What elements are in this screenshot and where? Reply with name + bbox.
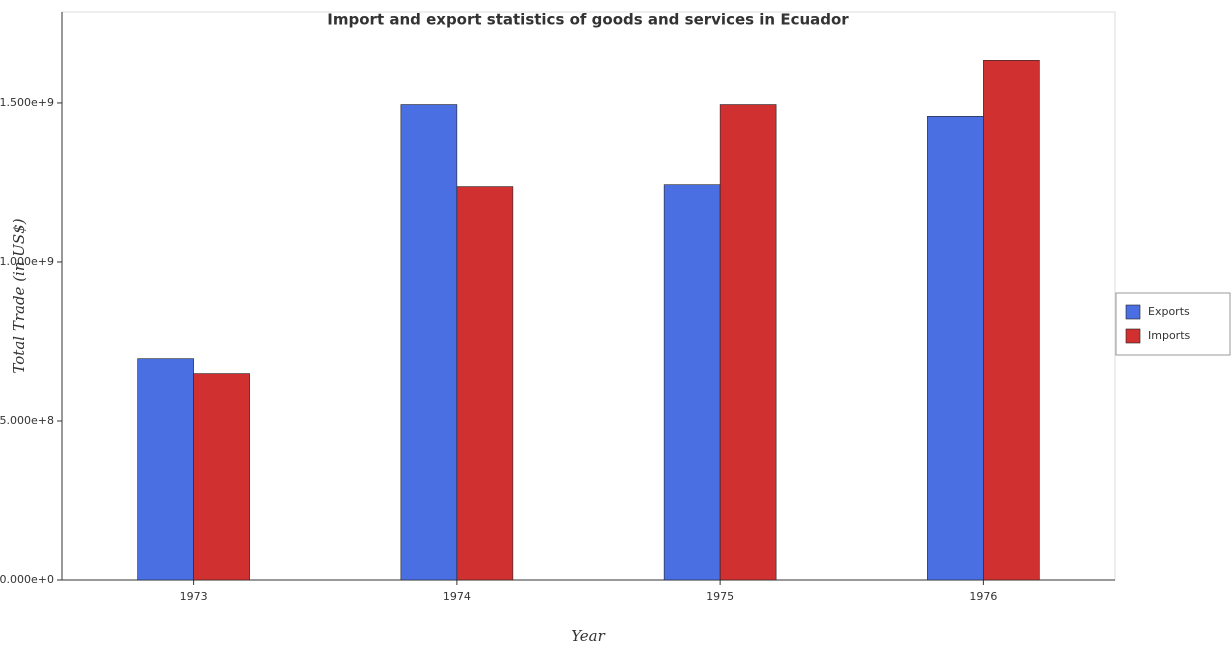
y-tick-label: 1.500e+9 (0, 96, 54, 109)
legend-box (1115, 292, 1231, 356)
x-tick-label: 1974 (443, 590, 471, 603)
legend-label: Imports (1148, 329, 1191, 342)
bar (663, 184, 721, 581)
x-tick-label: 1973 (180, 590, 208, 603)
y-tick-label: 1.000e+9 (0, 255, 54, 268)
bar (400, 104, 458, 581)
y-tick-label: 5.000e+8 (0, 414, 54, 427)
bar (983, 60, 1040, 581)
legend-label: Exports (1148, 305, 1190, 318)
x-axis-label: Year (571, 627, 605, 645)
legend-swatch (1125, 328, 1141, 344)
bar (137, 358, 194, 581)
bar (927, 116, 984, 581)
bar (456, 186, 514, 581)
bar (719, 104, 777, 581)
y-axis-label: Total Trade (in US$) (10, 218, 28, 373)
legend-swatch (1125, 304, 1141, 320)
bar (193, 373, 250, 581)
x-tick-label: 1976 (969, 590, 997, 603)
chart-title: Import and export statistics of goods an… (327, 11, 849, 29)
y-tick-label: 0.000e+0 (0, 573, 54, 586)
x-tick-label: 1975 (706, 590, 734, 603)
